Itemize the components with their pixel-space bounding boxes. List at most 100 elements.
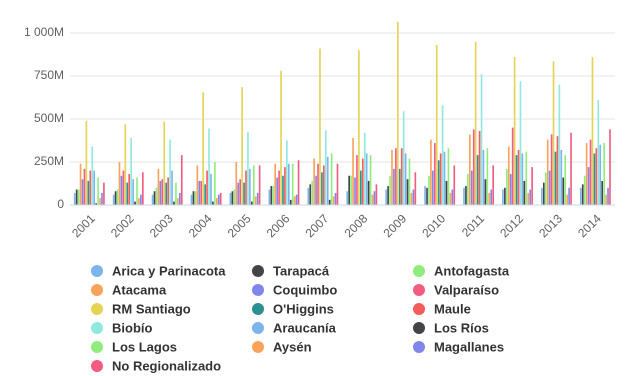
legend-label[interactable]: Tarapacá [273, 263, 330, 278]
legend-marker[interactable] [91, 360, 103, 372]
bar [546, 139, 549, 205]
bar [313, 158, 315, 205]
bar [245, 170, 247, 205]
bar [492, 165, 495, 205]
legend-marker[interactable] [91, 284, 103, 296]
legend-label[interactable]: Los Ríos [434, 320, 489, 335]
bar [556, 136, 559, 205]
x-tick-label: 2006 [264, 211, 293, 240]
legend-marker[interactable] [91, 322, 103, 334]
bar [247, 131, 249, 205]
legend-marker[interactable] [252, 303, 264, 315]
legend-label[interactable]: Magallanes [434, 339, 504, 354]
bar [599, 144, 602, 205]
bar [237, 182, 240, 205]
legend-label[interactable]: Aysén [273, 339, 312, 354]
bar [212, 201, 214, 205]
bar [204, 184, 206, 205]
legend-label[interactable]: RM Santiago [112, 301, 191, 316]
bar [297, 160, 300, 205]
bar [101, 192, 103, 205]
legend-marker[interactable] [413, 303, 425, 315]
legend-label[interactable]: O'Higgins [273, 301, 334, 316]
x-tick-label: 2010 [419, 211, 448, 240]
bar [309, 184, 312, 205]
bar [288, 163, 290, 205]
legend-marker[interactable] [252, 322, 264, 334]
bar [328, 199, 331, 205]
x-tick-label: 2013 [536, 211, 565, 240]
bar [478, 131, 481, 205]
bar [515, 155, 518, 205]
bar [525, 151, 528, 205]
bar [99, 198, 101, 205]
legend-label[interactable]: Biobío [112, 320, 152, 335]
bar [282, 175, 284, 205]
bar [511, 127, 514, 205]
bar [118, 162, 121, 205]
bar [579, 187, 582, 205]
bar [544, 172, 547, 205]
bar [91, 146, 94, 205]
legend-label[interactable]: Los Lagos [112, 339, 177, 354]
legend-marker[interactable] [91, 303, 103, 315]
bar [311, 180, 314, 205]
bar [519, 81, 522, 205]
bar [385, 189, 387, 205]
bar [112, 194, 115, 205]
legend-marker[interactable] [413, 284, 425, 296]
x-tick-label: 2003 [147, 211, 176, 240]
x-tick-label: 2004 [186, 211, 215, 240]
bar [140, 194, 142, 205]
bar [453, 165, 456, 205]
legend-marker[interactable] [252, 265, 264, 277]
x-tick-label: 2009 [380, 211, 409, 240]
y-tick-label: 750M [34, 68, 64, 82]
bar [597, 100, 600, 205]
bar [249, 168, 251, 205]
legend-label[interactable]: Arica y Parinacota [112, 263, 226, 278]
bar [365, 153, 368, 205]
legend-label[interactable]: Antofagasta [434, 263, 510, 278]
legend-marker[interactable] [252, 284, 264, 296]
bar [424, 186, 426, 205]
legend-label[interactable]: Coquimbo [273, 282, 337, 297]
bar [465, 186, 467, 205]
bar [410, 192, 413, 205]
legend-marker[interactable] [91, 265, 103, 277]
bar [114, 191, 117, 205]
bar [124, 124, 127, 205]
legend-marker[interactable] [413, 341, 425, 353]
bar [564, 155, 567, 205]
bar [400, 148, 403, 205]
legend-label[interactable]: No Regionalizado [112, 358, 221, 373]
bar [210, 174, 212, 205]
bar [97, 177, 99, 205]
legend-marker[interactable] [413, 265, 425, 277]
bar [208, 128, 210, 205]
bar [552, 61, 555, 205]
bar [470, 170, 473, 205]
legend-marker[interactable] [413, 322, 425, 334]
bar [435, 45, 438, 205]
bar [476, 155, 479, 205]
bar [350, 175, 352, 205]
bar [517, 149, 520, 205]
legend-label[interactable]: Maule [434, 301, 471, 316]
bar [587, 167, 590, 205]
legend-label[interactable]: Atacama [112, 282, 167, 297]
bar [87, 180, 90, 205]
bar [463, 187, 465, 205]
bar [447, 148, 450, 205]
legend-marker[interactable] [252, 341, 264, 353]
bar [151, 194, 154, 205]
bar [196, 165, 199, 205]
bar [506, 168, 508, 205]
legend-marker[interactable] [91, 341, 103, 353]
bar [348, 175, 350, 205]
bar [445, 180, 448, 205]
legend-label[interactable]: Araucanía [273, 320, 337, 335]
bar [155, 187, 158, 205]
bar [352, 137, 354, 205]
legend-label[interactable]: Valparaíso [434, 282, 499, 297]
